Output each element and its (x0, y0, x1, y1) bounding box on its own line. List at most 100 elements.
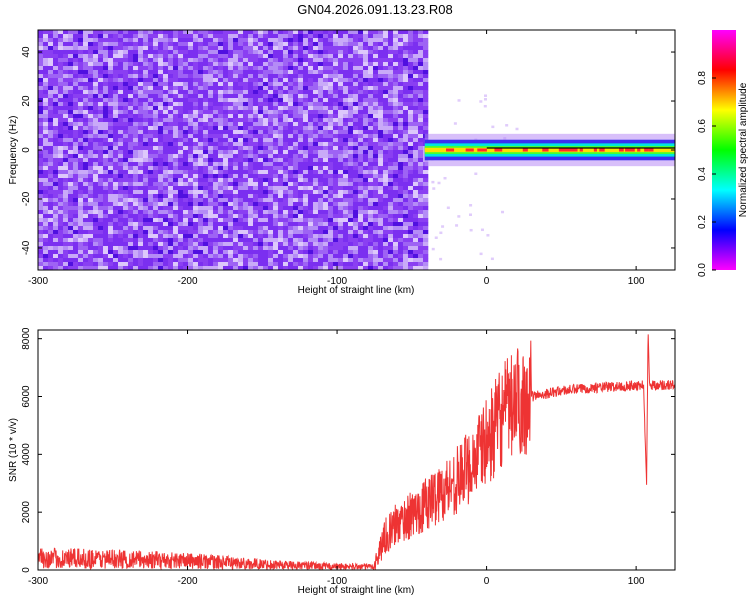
spectrogram-cell (388, 158, 394, 163)
spectrogram-cell (113, 34, 119, 39)
spectrogram-cell (258, 186, 264, 191)
spectrogram-cell (253, 98, 259, 103)
spectrogram-cell (48, 174, 54, 179)
spectrogram-cell (123, 162, 129, 167)
spectrogram-cell (233, 118, 239, 123)
spectrogram-cell (153, 254, 159, 259)
spectrogram-cell (248, 34, 254, 39)
spectrogram-cell (293, 206, 299, 211)
spectrogram-cell (123, 130, 129, 135)
spectrogram-cell (288, 126, 294, 131)
spectrogram-cell (358, 138, 364, 143)
spectrogram-cell (253, 70, 259, 75)
spectrogram-cell (193, 46, 199, 51)
spectrogram-cell (263, 38, 269, 43)
spectrogram-cell (233, 150, 239, 155)
spectrogram-cell (393, 122, 399, 127)
spectrogram-cell (413, 82, 419, 87)
spectrogram-cell (258, 166, 264, 171)
spectrogram-cell (278, 246, 284, 251)
spectrogram-cell (308, 78, 314, 83)
spectrogram-cell (228, 78, 234, 83)
spectrogram-cell (328, 174, 334, 179)
spectrogram-cell (198, 238, 204, 243)
spectrogram-cell (203, 54, 209, 59)
spectrogram-cell (93, 134, 99, 139)
spectrogram-x-tick-label: 0 (484, 276, 490, 287)
spectrogram-cell (338, 194, 344, 199)
spectrogram-cell (273, 150, 279, 155)
spectrogram-cell (253, 54, 259, 59)
spectrogram-cell (228, 82, 234, 87)
spectrogram-cell (318, 134, 324, 139)
spectrogram-cell (308, 90, 314, 95)
spectrogram-cell (108, 258, 114, 263)
spectrogram-cell (388, 130, 394, 135)
spectrogram-cell (58, 230, 64, 235)
spectrogram-cell (268, 166, 274, 171)
spectrogram-cell (253, 66, 259, 71)
spectrogram-cell (353, 62, 359, 67)
spectrogram-cell (168, 266, 174, 270)
spectrogram-cell (253, 74, 259, 79)
spectrogram-cell (38, 122, 44, 127)
spectrogram-cell (358, 170, 364, 175)
spectrogram-cell (183, 150, 189, 155)
spectrogram-cell (273, 166, 279, 171)
spectrogram-cell (188, 114, 194, 119)
spectrogram-cell (328, 86, 334, 91)
spectrogram-cell (268, 174, 274, 179)
spectrogram-cell (238, 98, 244, 103)
spectrogram-cell (73, 174, 79, 179)
spectrogram-cell (343, 242, 349, 247)
spectrogram-cell (333, 74, 339, 79)
spectrogram-cell (298, 58, 304, 63)
spectrogram-cell (298, 250, 304, 255)
spectrogram-cell (333, 86, 339, 91)
spectrogram-cell (108, 214, 114, 219)
spectrogram-cell (398, 102, 404, 107)
spectrogram-cell (328, 74, 334, 79)
spectrogram-cell (323, 254, 329, 259)
spectrogram-cell (178, 230, 184, 235)
spectrogram-cell (363, 242, 369, 247)
spectrogram-cell (238, 238, 244, 243)
spectrogram-cell (243, 178, 249, 183)
spectrogram-cell (148, 186, 154, 191)
spectrogram-cell (278, 94, 284, 99)
spectrogram-cell (88, 194, 94, 199)
spectrogram-cell (303, 246, 309, 251)
spectrogram-cell (38, 202, 44, 207)
spectrogram-cell (283, 42, 289, 47)
spectrogram-cell (313, 106, 319, 111)
spectrogram-cell (163, 238, 169, 243)
spectrogram-cell (393, 118, 399, 123)
spectrogram-cell (68, 50, 74, 55)
spectrogram-cell (88, 90, 94, 95)
spectrogram-cell (218, 226, 224, 231)
spectrogram-cell (213, 174, 219, 179)
spectrogram-cell (333, 38, 339, 43)
spectrogram-cell (393, 170, 399, 175)
spectrogram-cell (363, 174, 369, 179)
spectrogram-cell (163, 130, 169, 135)
spectrogram-cell (313, 246, 319, 251)
spectrogram-cell (293, 102, 299, 107)
spectrogram-cell (153, 34, 159, 39)
spectrogram-cell (188, 230, 194, 235)
spectrogram-cell (178, 54, 184, 59)
spectrogram-cell (333, 174, 339, 179)
spectrogram-cell (203, 42, 209, 47)
spectrogram-cell (393, 146, 399, 151)
spectrogram-cell (383, 138, 389, 143)
spectrogram-cell (43, 166, 49, 171)
snr-x-ticks: -300 -200 -100 0 100 (28, 330, 645, 587)
spectrogram-cell (123, 222, 129, 227)
spectrogram-cell (308, 258, 314, 263)
spectrogram-cell (398, 174, 404, 179)
spectrogram-cell (73, 230, 79, 235)
spectrogram-cell (203, 170, 209, 175)
spectrogram-cell (273, 82, 279, 87)
spectrogram-cell (183, 230, 189, 235)
spectrogram-cell (58, 158, 64, 163)
